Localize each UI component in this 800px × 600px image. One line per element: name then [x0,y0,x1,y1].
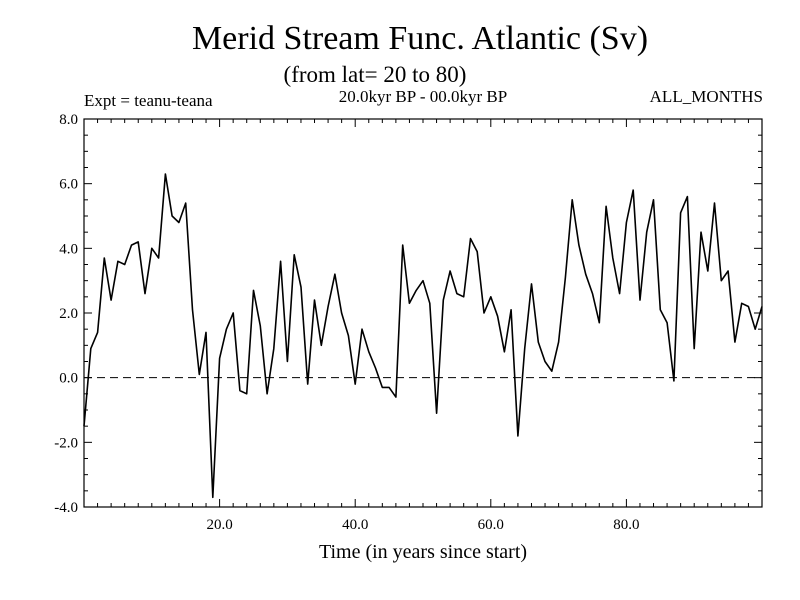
chart-subtitle: (from lat= 20 to 80) [284,62,467,87]
y-tick-label: 0.0 [59,371,78,387]
y-tick-label: -4.0 [54,500,78,516]
chart-title: Merid Stream Func. Atlantic (Sv) [192,20,648,57]
period-label: 20.0kyr BP - 00.0kyr BP [339,87,507,106]
y-tick-label: -2.0 [54,435,78,451]
y-tick-label: 8.0 [59,112,78,128]
plot-frame [83,118,763,508]
x-tick-label: 60.0 [478,517,504,533]
plot-area: -4.0 -2.0 0.0 2.0 4.0 6.0 8.0 20.0 40.0 60.0 80.0 [54,112,763,533]
y-tick-label: 4.0 [59,241,78,257]
y-tick-label: 6.0 [59,177,78,193]
y-tick-label: 2.0 [59,306,78,322]
x-tick-label: 20.0 [206,517,232,533]
x-axis-label: Time (in years since start) [319,541,527,563]
months-label: ALL_MONTHS [650,87,763,106]
x-tick-label: 40.0 [342,517,368,533]
experiment-label: Expt = teanu-teana [84,91,213,110]
data-series-line [83,173,763,499]
x-tick-label: 80.0 [613,517,639,533]
